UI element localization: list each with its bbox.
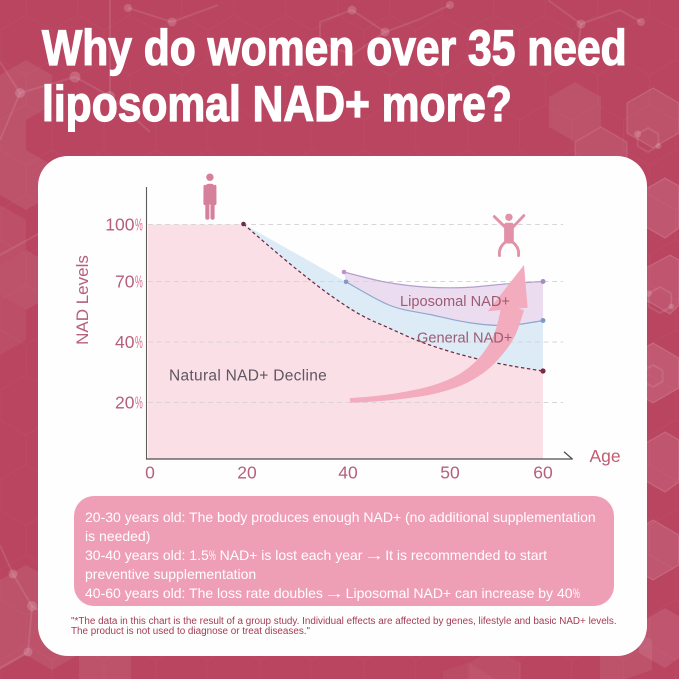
svg-text:%: % (135, 214, 143, 234)
svg-text:20: 20 (115, 393, 135, 413)
svg-text:40: 40 (115, 332, 135, 352)
svg-text:General NAD+: General NAD+ (417, 331, 512, 347)
svg-text:Liposomal NAD+: Liposomal NAD+ (400, 294, 510, 310)
svg-text:60: 60 (533, 463, 553, 483)
svg-text:%: % (135, 332, 143, 352)
svg-text:NAD Levels: NAD Levels (73, 255, 92, 345)
svg-text:%: % (135, 392, 143, 412)
svg-text:Natural NAD+ Decline: Natural NAD+ Decline (169, 368, 327, 385)
svg-text:20: 20 (237, 463, 257, 483)
svg-text:100: 100 (105, 215, 134, 235)
svg-text:Age: Age (590, 446, 621, 466)
svg-text:70: 70 (115, 272, 135, 292)
svg-text:%: % (135, 271, 143, 291)
svg-text:0: 0 (145, 463, 155, 483)
svg-text:40: 40 (338, 463, 358, 483)
svg-text:50: 50 (440, 463, 460, 483)
